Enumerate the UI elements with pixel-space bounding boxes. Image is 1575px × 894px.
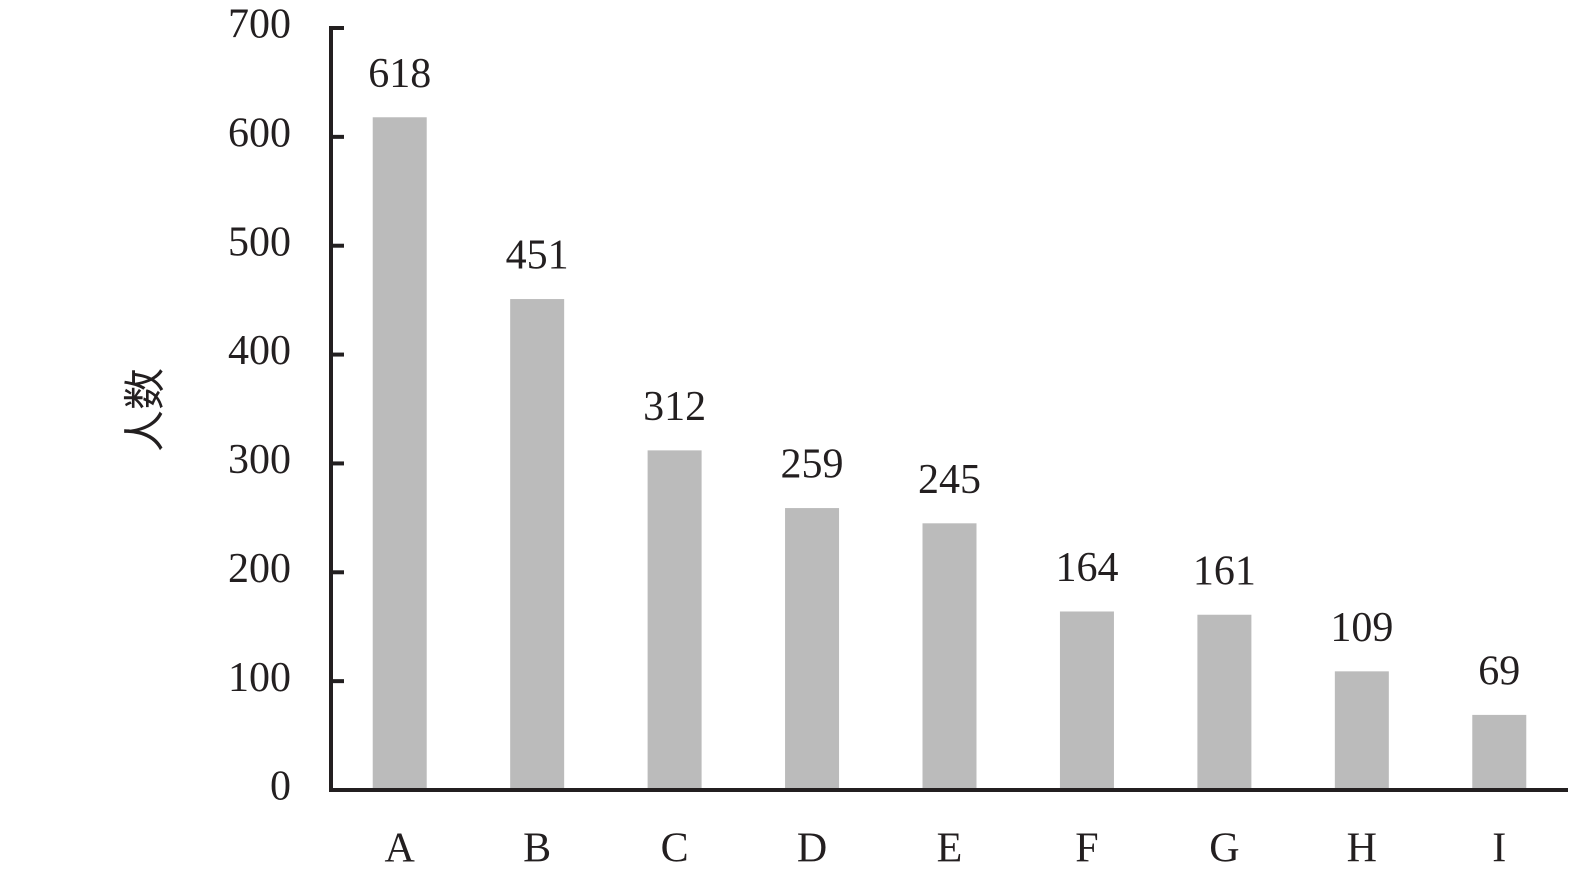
y-tick-label: 700 (228, 2, 291, 48)
value-label: 69 (1478, 649, 1520, 695)
bar (1472, 714, 1527, 790)
x-tick-label: I (1492, 826, 1506, 872)
bar (510, 299, 565, 790)
bar (1197, 614, 1252, 790)
value-label: 259 (781, 442, 844, 488)
y-tick-label: 100 (228, 655, 291, 701)
y-tick-label: 0 (270, 764, 291, 810)
value-label: 245 (918, 457, 981, 503)
y-tick-label: 200 (228, 546, 291, 592)
value-label: 618 (368, 51, 431, 97)
y-tick-label: 300 (228, 437, 291, 483)
bar (372, 117, 427, 790)
x-tick-label: H (1347, 826, 1377, 872)
bar (785, 508, 840, 790)
y-tick-label: 500 (228, 219, 291, 265)
bar (1334, 671, 1389, 790)
x-tick-label: G (1209, 826, 1239, 872)
x-tick-label: C (661, 826, 689, 872)
x-tick-label: F (1075, 826, 1098, 872)
x-tick-label: D (797, 826, 827, 872)
value-label: 161 (1193, 548, 1256, 594)
x-tick-label: A (385, 826, 416, 872)
value-label: 312 (643, 384, 706, 430)
x-tick-label: E (937, 826, 963, 872)
bar (1059, 611, 1114, 790)
x-tick-label: B (523, 826, 551, 872)
y-axis-label: 人数 (124, 368, 170, 452)
value-label: 164 (1055, 545, 1118, 591)
value-label: 451 (506, 233, 569, 279)
value-label: 109 (1330, 605, 1393, 651)
y-tick-label: 600 (228, 110, 291, 156)
bar (922, 523, 977, 790)
y-tick-label: 400 (228, 328, 291, 374)
bar (647, 450, 702, 790)
